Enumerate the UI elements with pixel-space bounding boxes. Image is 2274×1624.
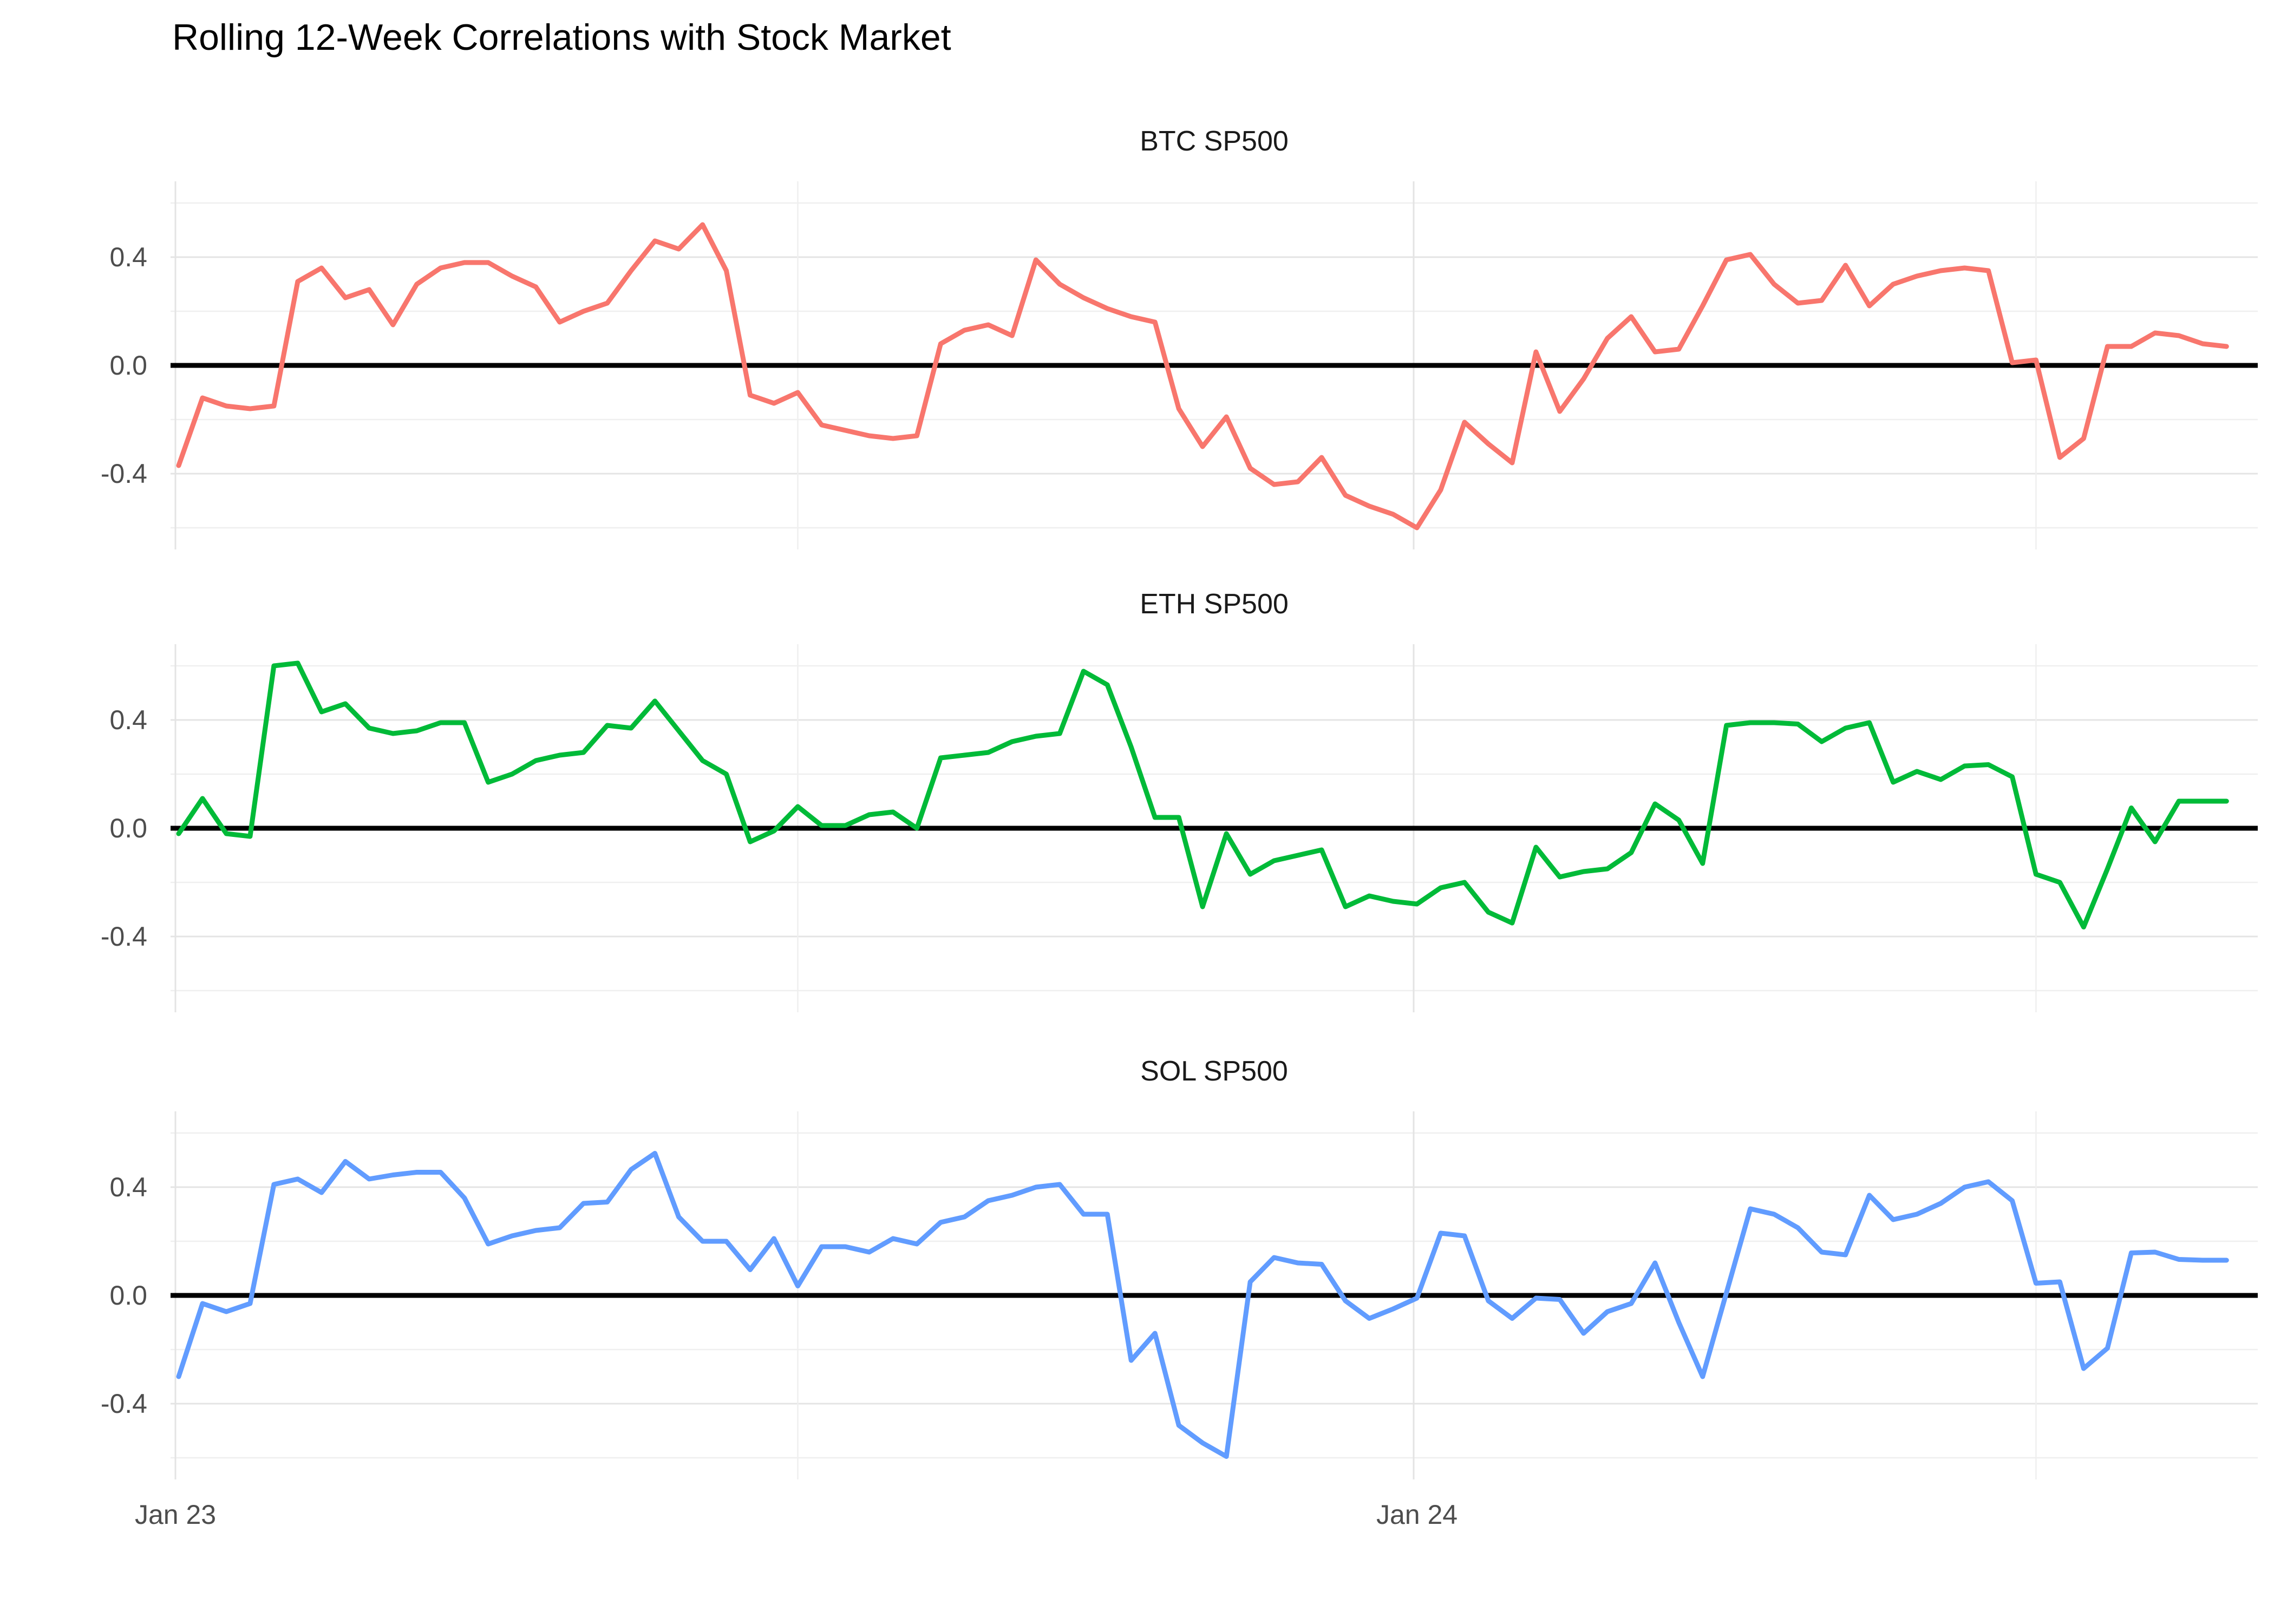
- facet-panel-btc: [0, 181, 2274, 549]
- y-axis-tick-label: 0.4: [109, 1172, 147, 1202]
- y-axis-tick-label: -0.4: [100, 921, 147, 952]
- y-axis-tick-label: 0.4: [109, 705, 147, 735]
- facet-title-sol: SOL SP500: [1140, 1056, 1288, 1087]
- y-axis-tick-label: 0.4: [109, 242, 147, 272]
- facet-title-eth: ETH SP500: [1140, 588, 1289, 620]
- facet-title-btc: BTC SP500: [1140, 126, 1289, 157]
- facet-panel-eth: [0, 644, 2274, 1012]
- chart-title: Rolling 12-Week Correlations with Stock …: [172, 17, 951, 58]
- facet-panel-sol: [0, 1111, 2274, 1479]
- y-axis-tick-label: 0.0: [109, 813, 147, 843]
- plot-area-sol: [171, 1111, 2258, 1479]
- series-line-sol: [176, 1151, 2229, 1459]
- y-axis-tick-label: 0.0: [109, 1280, 147, 1311]
- plot-area-eth: [171, 644, 2258, 1012]
- plot-area-btc: [171, 181, 2258, 549]
- series-line-eth: [176, 660, 2229, 929]
- x-axis-tick-label-jan23: Jan 23: [134, 1499, 217, 1530]
- x-axis-tick-label-jan24: Jan 24: [1376, 1499, 1458, 1530]
- y-axis-tick-label: 0.0: [109, 350, 147, 381]
- y-axis-tick-label: -0.4: [100, 1389, 147, 1419]
- y-axis-tick-label: -0.4: [100, 459, 147, 489]
- series-line-btc: [176, 222, 2229, 531]
